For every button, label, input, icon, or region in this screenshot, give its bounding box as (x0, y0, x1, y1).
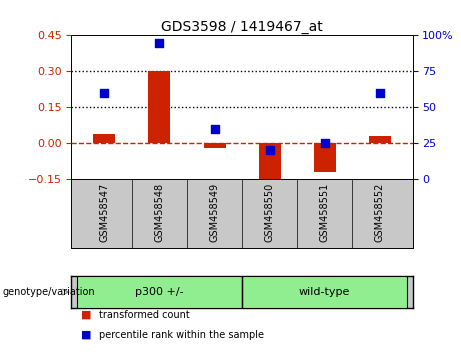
Point (211, 126, 218, 132)
Text: GSM458548: GSM458548 (154, 183, 165, 242)
Text: p300 +/-: p300 +/- (135, 287, 184, 297)
Bar (77, 276, 242, 308)
Text: genotype/variation: genotype/variation (2, 287, 95, 297)
Text: ■: ■ (81, 310, 91, 320)
Point (156, 40, 163, 45)
Text: GSM458551: GSM458551 (319, 183, 330, 242)
Point (266, 148, 273, 153)
Bar (148, 72, 171, 143)
Title: GDS3598 / 1419467_at: GDS3598 / 1419467_at (161, 21, 323, 34)
Bar (259, 143, 281, 187)
Bar (242, 276, 407, 308)
Text: ■: ■ (81, 330, 91, 339)
Point (376, 90, 383, 96)
Bar (369, 136, 390, 143)
Bar (203, 143, 225, 148)
Point (101, 90, 108, 96)
Text: GSM458552: GSM458552 (375, 183, 384, 242)
Text: transformed count: transformed count (99, 310, 190, 320)
Text: wild-type: wild-type (299, 287, 350, 297)
Bar (94, 134, 115, 143)
Text: GSM458549: GSM458549 (209, 183, 219, 242)
Text: GSM458550: GSM458550 (265, 183, 275, 242)
Text: percentile rank within the sample: percentile rank within the sample (99, 330, 264, 339)
Bar (313, 143, 336, 172)
Point (321, 141, 328, 146)
Text: GSM458547: GSM458547 (100, 183, 109, 242)
